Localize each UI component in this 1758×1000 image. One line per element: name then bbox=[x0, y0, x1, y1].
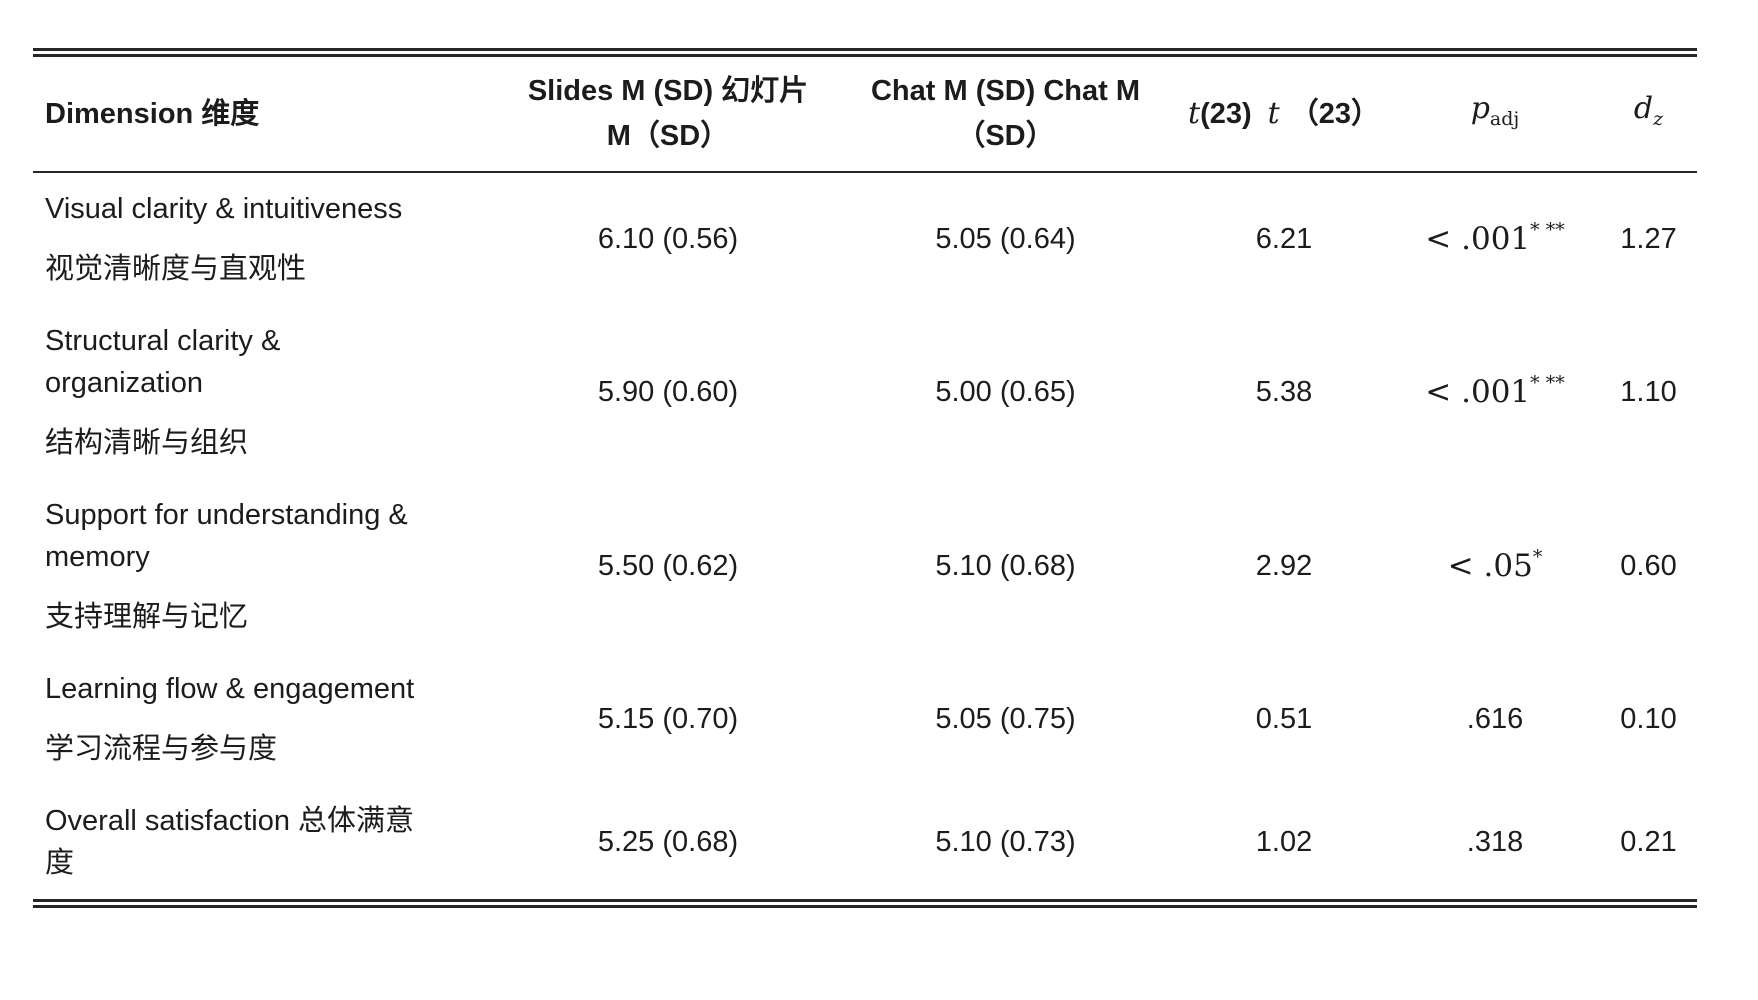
table-row-overall-satisfaction: Overall satisfaction 总体满意 度 5.25 (0.68) … bbox=[33, 785, 1697, 904]
table-row-structural-clarity: Structural clarity & organization 结构清晰与组… bbox=[33, 305, 1697, 479]
d-subscript: z bbox=[1653, 108, 1664, 130]
results-table-container: Dimension 维度 Slides M (SD) 幻灯片 M（SD） Cha… bbox=[33, 48, 1697, 908]
table-row-support-understanding: Support for understanding & memory 支持理解与… bbox=[33, 479, 1697, 653]
slides-mean-sd: 6.10 (0.56) bbox=[597, 222, 739, 255]
chat-mean-sd: 5.05 (0.75) bbox=[935, 702, 1076, 735]
chat-mean-sd: 5.00 (0.65) bbox=[935, 375, 1076, 408]
col-header-d: dz bbox=[1600, 52, 1697, 173]
p-value: .616 bbox=[1466, 702, 1524, 735]
d-value: 0.21 bbox=[1620, 825, 1677, 858]
dimension-label-en: Structural clarity & organization bbox=[45, 325, 281, 399]
chat-mean-sd: 5.10 (0.73) bbox=[935, 825, 1076, 858]
t-value: 0.51 bbox=[1255, 702, 1313, 735]
p-value-cell: < .001* ** bbox=[1390, 305, 1600, 479]
p-value-cell: .318 bbox=[1390, 785, 1600, 904]
dimension-label-zh: 支持理解与记忆 bbox=[45, 601, 249, 633]
p-value-cell: .616 bbox=[1390, 653, 1600, 785]
dimension-cell: Visual clarity & intuitiveness 视觉清晰度与直观性 bbox=[33, 172, 503, 305]
d-value: 0.60 bbox=[1620, 549, 1677, 582]
p-value: < .05 bbox=[1447, 548, 1533, 584]
table-header-row: Dimension 维度 Slides M (SD) 幻灯片 M（SD） Cha… bbox=[33, 52, 1697, 173]
chat-mean-sd: 5.05 (0.64) bbox=[935, 222, 1076, 255]
dimension-cell: Structural clarity & organization 结构清晰与组… bbox=[33, 305, 503, 479]
slides-mean-sd: 5.15 (0.70) bbox=[597, 702, 739, 735]
t-df-cn: （23） bbox=[1289, 98, 1380, 130]
d-value: 1.27 bbox=[1620, 222, 1677, 255]
col-header-chat: Chat M (SD) Chat M （SD） bbox=[833, 52, 1178, 173]
dimension-cell: Support for understanding & memory 支持理解与… bbox=[33, 479, 503, 653]
dimension-label-en: Learning flow & engagement bbox=[45, 673, 415, 705]
results-table: Dimension 维度 Slides M (SD) 幻灯片 M（SD） Cha… bbox=[33, 48, 1697, 908]
slides-mean-sd: 5.90 (0.60) bbox=[597, 375, 739, 408]
dimension-cell: Learning flow & engagement 学习流程与参与度 bbox=[33, 653, 503, 785]
t-symbol: t bbox=[1188, 96, 1201, 131]
p-value: .318 bbox=[1466, 825, 1524, 858]
col-header-dimension: Dimension 维度 bbox=[33, 52, 503, 173]
p-value: < .001 bbox=[1425, 221, 1531, 257]
col-header-p: padj bbox=[1390, 52, 1600, 173]
table-row-visual-clarity: Visual clarity & intuitiveness 视觉清晰度与直观性… bbox=[33, 172, 1697, 305]
t-df: (23) bbox=[1200, 98, 1252, 130]
dimension-label-en: Overall satisfaction 总体满意 度 bbox=[45, 805, 415, 879]
significance-stars: * ** bbox=[1530, 219, 1565, 241]
t-value: 5.38 bbox=[1255, 375, 1313, 408]
col-header-slides: Slides M (SD) 幻灯片 M（SD） bbox=[503, 52, 833, 173]
p-symbol: p bbox=[1470, 91, 1490, 126]
slides-mean-sd: 5.50 (0.62) bbox=[597, 549, 739, 582]
dimension-label-zh: 视觉清晰度与直观性 bbox=[45, 253, 307, 285]
chat-mean-sd: 5.10 (0.68) bbox=[935, 549, 1076, 582]
p-value: < .001 bbox=[1425, 374, 1531, 410]
p-subscript: adj bbox=[1489, 108, 1520, 130]
t-symbol-cn: t bbox=[1267, 96, 1280, 131]
d-value: 0.10 bbox=[1620, 702, 1677, 735]
dimension-label-zh: 结构清晰与组织 bbox=[45, 427, 249, 459]
dimension-cell: Overall satisfaction 总体满意 度 bbox=[33, 785, 503, 904]
table-row-learning-flow: Learning flow & engagement 学习流程与参与度 5.15… bbox=[33, 653, 1697, 785]
slides-mean-sd: 5.25 (0.68) bbox=[597, 825, 739, 858]
dimension-label-en: Visual clarity & intuitiveness bbox=[45, 193, 403, 225]
d-symbol: d bbox=[1633, 91, 1654, 126]
p-value-cell: < .05* bbox=[1390, 479, 1600, 653]
significance-stars: * bbox=[1532, 546, 1543, 568]
t-value: 6.21 bbox=[1255, 222, 1313, 255]
d-value: 1.10 bbox=[1620, 375, 1677, 408]
dimension-label-zh: 学习流程与参与度 bbox=[45, 733, 278, 765]
col-header-t: t(23) t （23） bbox=[1178, 52, 1390, 173]
dimension-label-en: Support for understanding & memory bbox=[45, 499, 408, 573]
t-value: 1.02 bbox=[1255, 825, 1313, 858]
t-value: 2.92 bbox=[1255, 549, 1313, 582]
significance-stars: * ** bbox=[1530, 372, 1565, 394]
p-value-cell: < .001* ** bbox=[1390, 172, 1600, 305]
